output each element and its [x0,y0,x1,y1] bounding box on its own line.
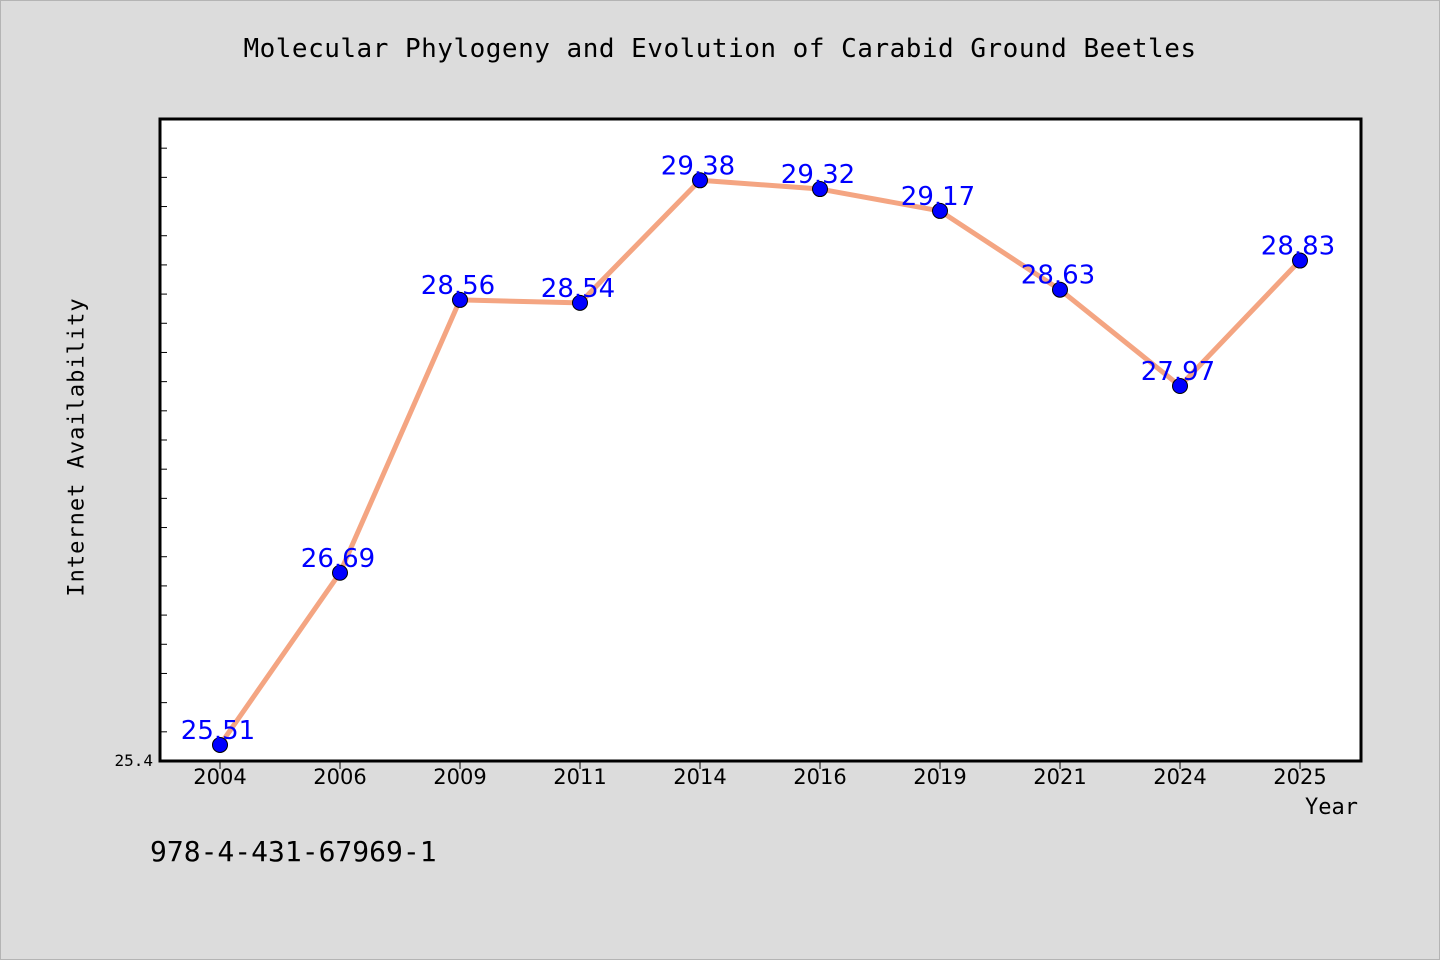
data-point [332,564,348,581]
data-label: 26.69 [301,544,375,574]
data-label: 29.38 [661,151,735,181]
data-point [692,172,708,189]
x-tick-label: 2024 [1153,765,1206,789]
data-label: 28.83 [1261,232,1335,262]
data-label: 29.32 [781,160,855,190]
x-tick-label: 2004 [193,765,246,789]
x-tick-label: 2011 [553,765,606,789]
data-point [212,736,228,753]
data-point [572,294,588,311]
x-tick-label: 2016 [793,765,846,789]
x-axis-ticks: 2004 2006 2009 2011 2014 2016 2019 2021 2024 2025 [193,761,1327,789]
data-point [932,202,948,219]
series-line [217,177,1302,747]
x-tick-label: 2025 [1273,765,1326,789]
x-tick-label: 2019 [913,765,966,789]
data-point [812,181,828,198]
data-point [452,291,468,308]
data-labels: 25.51 26.69 28.56 28.54 29.38 29.32 29.17 28.63… [181,151,1335,746]
chart-title: Molecular Phylogeny and Evolution of Car… [243,34,1197,64]
isbn-text: 978-4-431-67969-1 [150,835,437,868]
data-label: 28.56 [421,271,495,301]
plot-area [158,117,1363,763]
data-point [1292,252,1308,269]
x-tick-label: 2014 [673,765,726,789]
x-tick-label: 2021 [1033,765,1086,789]
data-point [1052,281,1068,298]
y-tick-label: 25.4 [114,751,153,770]
data-label: 25.51 [181,716,255,746]
data-label: 28.54 [541,274,615,304]
x-tick-label: 2009 [433,765,486,789]
data-point [1172,378,1188,395]
y-axis-label: Internet Availability [64,297,90,597]
data-points [212,172,1308,753]
data-label: 29.17 [901,182,975,212]
y-axis-ticks: 25.4 [114,147,167,770]
x-axis-label: Year [1305,795,1358,820]
data-label: 28.63 [1021,261,1095,291]
data-label: 27.97 [1141,357,1215,387]
x-tick-label: 2006 [313,765,366,789]
